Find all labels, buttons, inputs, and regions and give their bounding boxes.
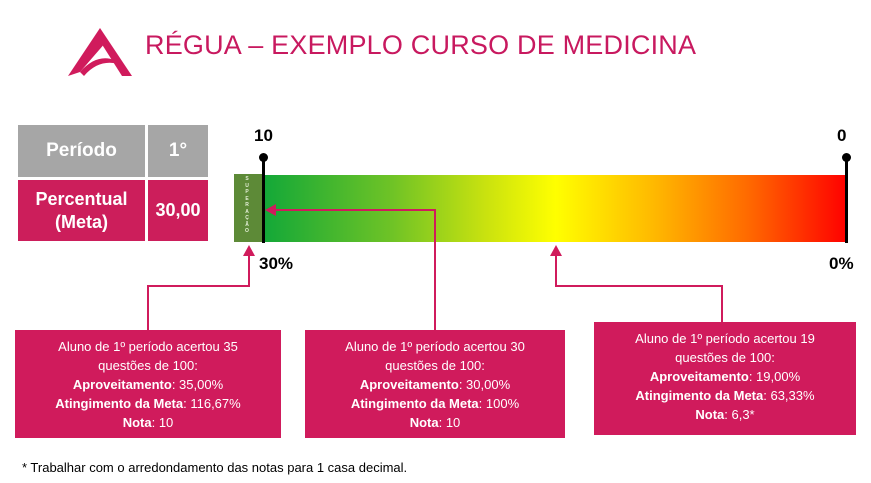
atingimento-label: Atingimento da Meta (635, 388, 764, 403)
superacao-label: SUPERAÇÃO (245, 176, 249, 234)
box-line2: questões de 100: (675, 350, 775, 365)
nota-value: : 6,3* (724, 407, 755, 422)
connector-3 (555, 251, 723, 322)
left-marker-line (262, 157, 265, 243)
scale-bottom-left: 30% (259, 254, 294, 273)
atingimento-label: Atingimento da Meta (350, 396, 479, 411)
nota-label: Nota (695, 407, 725, 422)
periodo-value: 1° (148, 125, 208, 177)
brand-logo-icon (68, 28, 132, 76)
left-marker-dot (259, 153, 268, 162)
box-line2: questões de 100: (385, 358, 485, 373)
aproveitamento-value: : 19,00% (748, 369, 801, 384)
connector-1 (147, 252, 250, 330)
footnote: * Trabalhar com o arredondamento das not… (22, 460, 408, 475)
box-line2: questões de 100: (98, 358, 198, 373)
example-box-1: Aluno de 1º período acertou 35 questões … (15, 330, 281, 438)
connector-2 (267, 209, 436, 330)
box-line1: Aluno de 1º período acertou 19 (635, 331, 815, 346)
nota-value: : 10 (438, 415, 461, 430)
arrow-1 (243, 245, 255, 256)
atingimento-value: : 116,67% (183, 396, 241, 411)
scale-top-left: 10 (254, 126, 273, 145)
example-box-3: Aluno de 1º período acertou 19 questões … (594, 322, 856, 435)
scale-bottom-right: 0% (829, 254, 854, 273)
aproveitamento-label: Aproveitamento (359, 377, 459, 392)
arrow-3 (550, 245, 562, 256)
aproveitamento-label: Aproveitamento (72, 377, 172, 392)
aproveitamento-label: Aproveitamento (649, 369, 749, 384)
atingimento-value: : 100% (478, 396, 520, 411)
nota-label: Nota (409, 415, 439, 430)
percentual-label: Percentual (Meta) (18, 180, 145, 241)
nota-value: : 10 (151, 415, 174, 430)
nota-label: Nota (122, 415, 152, 430)
page-title: RÉGUA – EXEMPLO CURSO DE MEDICINA (145, 30, 697, 60)
atingimento-label: Atingimento da Meta (55, 396, 184, 411)
superacao-zone (234, 174, 262, 242)
aproveitamento-value: : 35,00% (171, 377, 224, 392)
arrow-2 (265, 204, 276, 216)
periodo-label: Período (18, 125, 145, 177)
box-line1: Aluno de 1º período acertou 35 (58, 339, 238, 354)
right-marker-dot (842, 153, 851, 162)
atingimento-value: : 63,33% (763, 388, 815, 403)
percentual-value: 30,00 (148, 180, 208, 241)
right-marker-line (845, 157, 848, 243)
percentual-label-line1: Percentual (35, 188, 128, 209)
box-line1: Aluno de 1º período acertou 30 (345, 339, 525, 354)
percentual-label-line2: (Meta) (54, 211, 108, 232)
gradient-ruler-bar (264, 175, 847, 242)
scale-top-right: 0 (837, 126, 847, 145)
example-box-2: Aluno de 1º período acertou 30 questões … (305, 330, 565, 438)
aproveitamento-value: : 30,00% (458, 377, 511, 392)
